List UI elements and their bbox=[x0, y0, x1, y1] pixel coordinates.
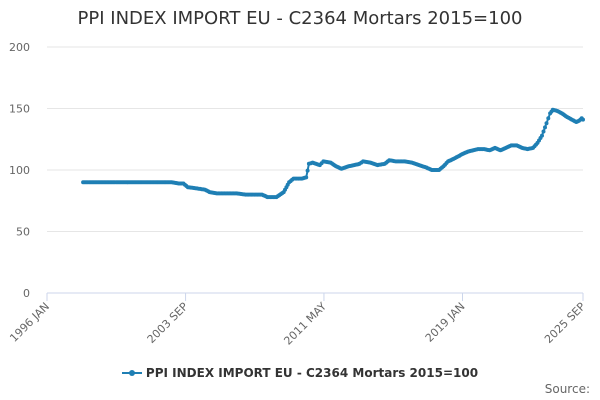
y-tick-label: 0 bbox=[23, 287, 30, 300]
data-point[interactable] bbox=[540, 133, 544, 138]
data-point[interactable] bbox=[304, 175, 309, 180]
x-tick-label: 2003 SEP bbox=[145, 300, 191, 346]
data-point[interactable] bbox=[546, 116, 551, 121]
x-axis: 1996 JAN 2003 SEP 2011 MAY 2019 JAN 2025 SEP bbox=[7, 293, 588, 348]
source-label: Source: bbox=[544, 382, 590, 396]
y-tick-label: 150 bbox=[9, 103, 30, 116]
gridlines bbox=[47, 46, 583, 294]
x-tick-label: 2025 SEP bbox=[542, 300, 588, 346]
data-point[interactable] bbox=[305, 168, 310, 173]
x-tick-label: 1996 JAN bbox=[7, 300, 52, 345]
y-tick-label: 100 bbox=[9, 164, 30, 177]
data-point[interactable] bbox=[581, 117, 585, 122]
data-point[interactable] bbox=[541, 129, 546, 134]
data-point[interactable] bbox=[543, 125, 547, 130]
legend-line-symbol bbox=[121, 370, 142, 376]
x-tick-label: 2011 MAY bbox=[281, 300, 329, 348]
legend[interactable]: PPI INDEX IMPORT EU - C2364 Mortars 2015… bbox=[0, 366, 600, 380]
x-tick-label: 2019 JAN bbox=[423, 300, 468, 345]
y-axis-labels: 0 50 100 150 200 bbox=[9, 41, 30, 300]
chart-title: PPI INDEX IMPORT EU - C2364 Mortars 2015… bbox=[77, 8, 523, 29]
data-series bbox=[81, 107, 585, 200]
data-point[interactable] bbox=[544, 121, 549, 126]
y-tick-label: 200 bbox=[9, 41, 30, 54]
legend-label: PPI INDEX IMPORT EU - C2364 Mortars 2015… bbox=[145, 366, 479, 380]
y-tick-label: 50 bbox=[16, 226, 30, 239]
